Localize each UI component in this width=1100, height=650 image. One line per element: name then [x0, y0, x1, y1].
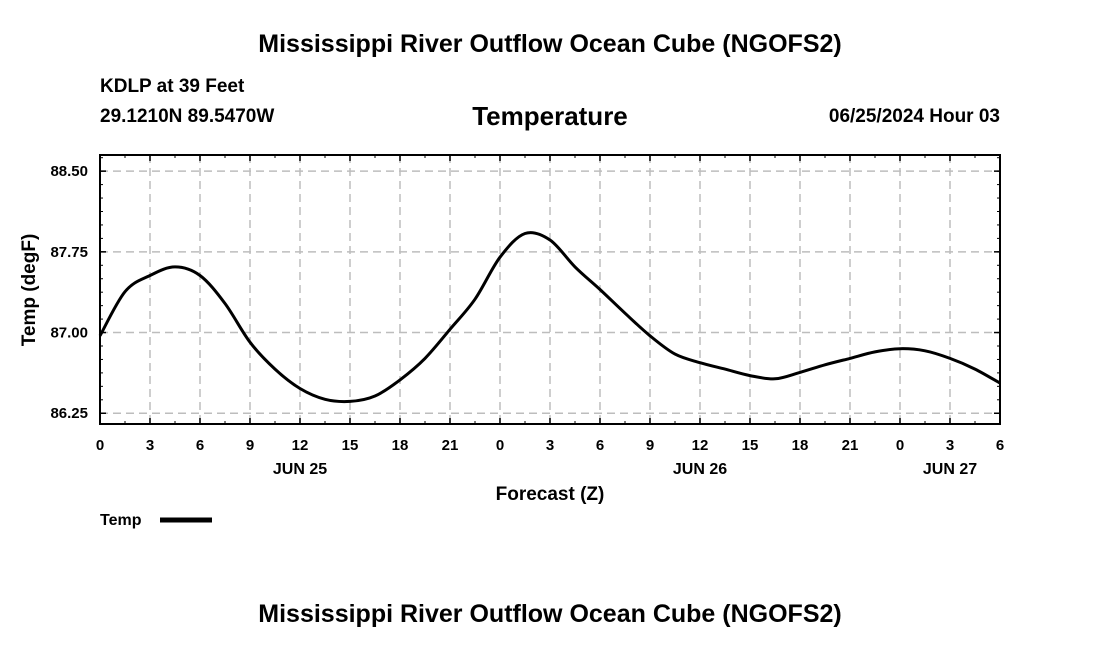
chart-title: Mississippi River Outflow Ocean Cube (NG… [258, 30, 842, 58]
y-axis-ticks: 86.25 87.00 87.75 88.50 [50, 157, 1000, 422]
x-tick-label: 9 [646, 437, 654, 454]
x-tick-label: 18 [792, 437, 809, 454]
x-tick-label: 15 [342, 437, 359, 454]
forecast-datetime: 06/25/2024 Hour 03 [828, 106, 1000, 127]
station-coordinates: 29.1210N 89.5470W [100, 106, 275, 127]
y-tick-label: 86.25 [50, 405, 88, 422]
x-tick-label: 0 [96, 437, 104, 454]
x-tick-label: 3 [946, 437, 954, 454]
x-date-label: JUN 26 [673, 461, 727, 478]
x-tick-label: 0 [896, 437, 904, 454]
x-tick-label: 21 [442, 437, 459, 454]
x-tick-label: 6 [996, 437, 1004, 454]
x-tick-label: 12 [692, 437, 709, 454]
x-tick-label: 3 [146, 437, 154, 454]
station-name: KDLP at 39 Feet [100, 76, 245, 97]
x-axis-ticks: 0 3 6 9 12 15 18 21 0 3 6 9 12 15 18 21 0 3 6 JUN 25 JUN 26 J… [96, 155, 1004, 478]
footer-title: Mississippi River Outflow Ocean Cube (NG… [258, 600, 842, 628]
y-tick-label: 88.50 [50, 163, 88, 180]
y-axis-label: Temp (degF) [19, 234, 40, 347]
x-date-label: JUN 27 [923, 461, 977, 478]
x-tick-label: 6 [596, 437, 604, 454]
x-tick-label: 21 [842, 437, 859, 454]
x-tick-label: 3 [546, 437, 554, 454]
temp-series-line [98, 231, 1001, 404]
x-axis-label: Forecast (Z) [496, 484, 605, 505]
x-date-label: JUN 25 [273, 461, 327, 478]
x-tick-label: 18 [392, 437, 409, 454]
y-tick-label: 87.75 [50, 244, 88, 261]
x-tick-label: 0 [496, 437, 504, 454]
legend-label: Temp [100, 512, 142, 529]
x-tick-label: 12 [292, 437, 309, 454]
x-tick-label: 6 [196, 437, 204, 454]
x-tick-label: 9 [246, 437, 254, 454]
grid [100, 155, 1000, 424]
x-tick-label: 15 [742, 437, 759, 454]
y-tick-label: 87.00 [50, 325, 88, 342]
chart-subtitle: Temperature [472, 101, 628, 131]
